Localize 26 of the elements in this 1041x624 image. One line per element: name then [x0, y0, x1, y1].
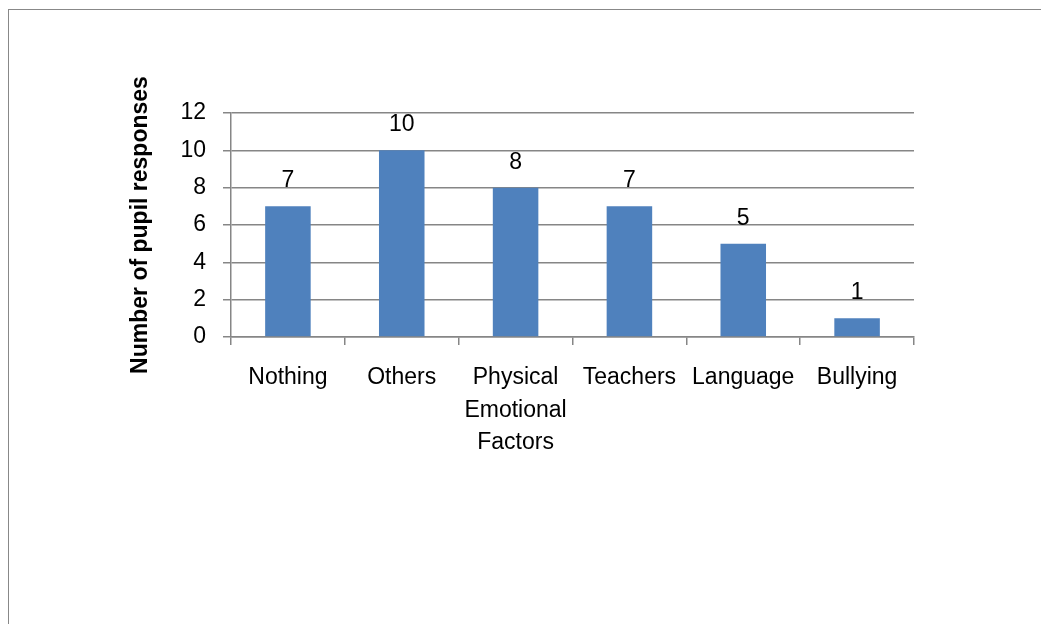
x-tick-label: Others [367, 363, 437, 390]
x-tick-label: Teachers [582, 363, 677, 390]
y-tick-label: 8 [193, 173, 206, 200]
y-tick-label: 2 [193, 285, 206, 312]
x-tick-label: Bullying [816, 363, 898, 390]
data-label: 7 [281, 166, 295, 193]
data-label: 1 [850, 278, 864, 305]
bar [720, 243, 767, 337]
y-tick-label: 6 [193, 210, 206, 237]
bar [378, 150, 425, 337]
data-label: 8 [509, 147, 522, 174]
data-label: 5 [736, 203, 750, 230]
x-tick-label: Nothing [248, 363, 328, 390]
y-tick-label: 12 [180, 98, 206, 125]
bar [834, 318, 880, 337]
data-label: 10 [388, 110, 415, 137]
y-tick-label: 4 [193, 247, 207, 274]
x-tick-label: Physical Emotional Factors [464, 363, 567, 454]
bar [265, 206, 311, 337]
data-label: 7 [623, 166, 636, 193]
bar [606, 206, 653, 337]
x-tick-label: Language [692, 363, 795, 390]
y-tick-label: 0 [193, 322, 206, 349]
y-tick-label: 10 [180, 135, 206, 162]
y-axis-title: Number of pupil responses [126, 76, 153, 374]
bar [492, 187, 539, 337]
